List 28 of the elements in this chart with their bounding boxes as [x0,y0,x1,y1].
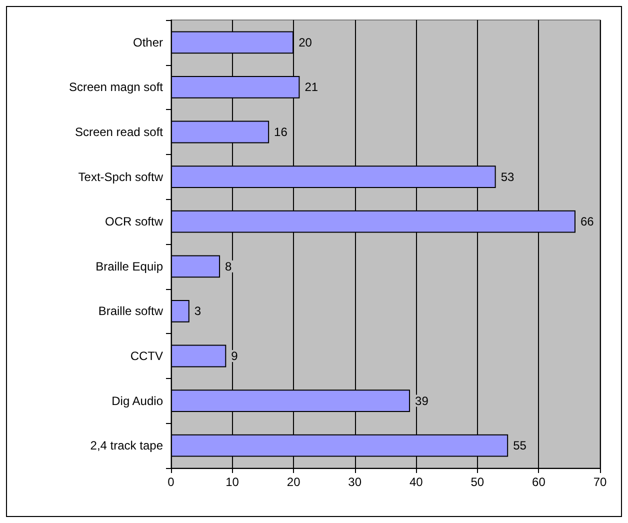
data-label: 21 [304,80,318,94]
y-tick-label: Braille softw [98,304,164,318]
y-tick-label: Braille Equip [96,259,164,274]
data-label: 20 [298,35,312,50]
y-tick-label: Screen magn soft [68,80,164,94]
y-tick-label: Text-Spch softw [78,170,164,184]
x-tick-label: 30 [348,475,362,489]
y-tick-label: Screen read soft [74,125,164,139]
y-tick-label: CCTV [130,349,163,363]
y-tick-label: Dig Audio [112,394,164,408]
data-label: 55 [513,438,527,453]
data-label: 66 [580,214,594,229]
data-label: 9 [231,349,238,363]
data-label: 3 [194,304,202,318]
x-tick-label: 40 [409,475,424,489]
x-tick-label: 20 [286,475,301,489]
x-tick-label: 60 [532,475,546,489]
x-tick-label: 50 [470,475,484,489]
data-label: 16 [274,125,288,139]
data-label: 8 [225,259,232,274]
y-tick-label: OCR softw [104,214,164,229]
data-label: 53 [500,170,514,184]
x-tick-label: 70 [593,475,607,489]
x-tick-label: 0 [168,475,175,489]
y-tick-label: 2,4 track tape [90,438,164,453]
data-label: 39 [415,394,429,408]
x-tick-label: 10 [226,475,240,489]
y-tick-label: Other [132,35,163,50]
